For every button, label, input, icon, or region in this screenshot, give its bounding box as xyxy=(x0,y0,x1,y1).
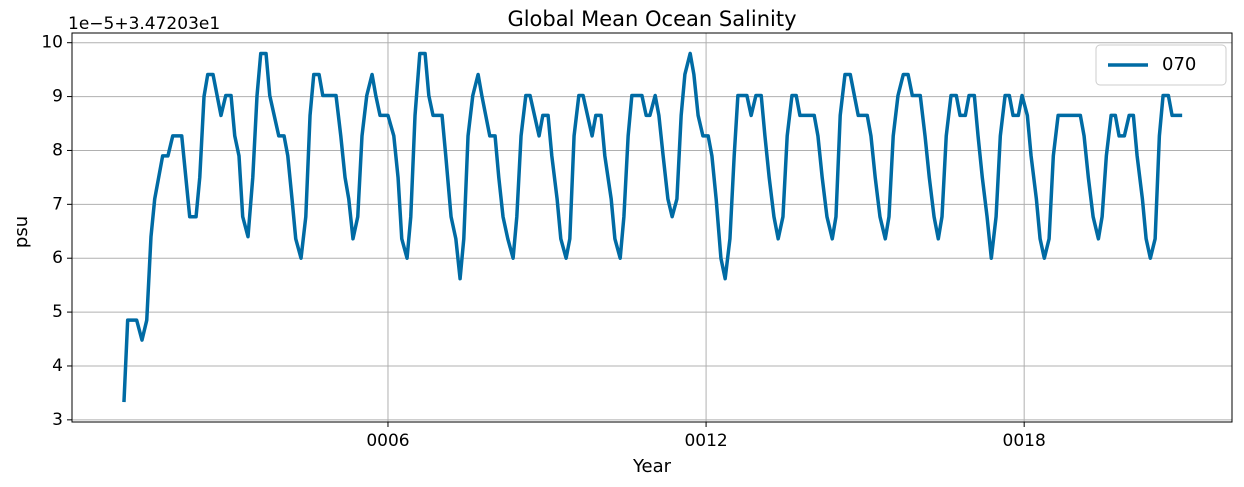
y-tick-label: 10 xyxy=(41,33,63,53)
y-tick-label: 7 xyxy=(52,194,63,214)
y-tick-label: 6 xyxy=(52,248,63,268)
legend-label: 070 xyxy=(1162,54,1196,75)
data-line xyxy=(122,51,1183,403)
y-tick-label: 4 xyxy=(52,356,63,376)
x-axis-label: Year xyxy=(632,456,672,477)
legend-box xyxy=(1095,44,1227,86)
x-tick-label: 0012 xyxy=(684,431,727,451)
y-tick-label: 5 xyxy=(52,302,63,322)
y-tick-label: 3 xyxy=(52,410,63,430)
x-tick-label: 0006 xyxy=(366,431,409,451)
axes-frame xyxy=(71,32,1233,423)
y-tick-label: 9 xyxy=(52,87,63,107)
y-tick-label: 8 xyxy=(52,140,63,160)
x-tick-label: 0018 xyxy=(1003,431,1046,451)
chart-title: Global Mean Ocean Salinity xyxy=(507,7,796,31)
y-offset-text: 1e−5+3.47203e1 xyxy=(68,14,220,34)
y-axis-label: psu xyxy=(11,216,32,248)
